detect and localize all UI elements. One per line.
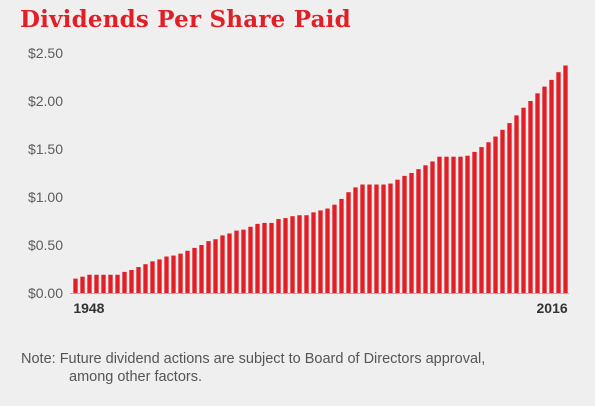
bar-1949 [80,276,85,293]
bar-1962 [171,255,176,293]
footnote-prefix: Note: [21,351,56,367]
bar-2007 [486,142,491,293]
footnote-line1: Future dividend actions are subject to B… [59,351,486,367]
y-tick-label: $1.00 [28,189,63,205]
bar-1961 [164,256,169,293]
bar-2011 [514,115,519,294]
bar-2008 [493,136,498,293]
bar-1987 [346,192,351,293]
bar-1969 [220,235,225,293]
bar-2003 [458,156,463,293]
bar-1991 [374,184,379,293]
bar-1971 [234,230,239,293]
bar-1981 [304,215,309,293]
bar-1983 [318,210,323,293]
y-tick-label: $2.50 [28,45,63,61]
y-tick-label: $2.00 [28,93,63,109]
bar-1948 [73,278,78,293]
bar-2009 [500,129,505,293]
bar-1950 [87,274,92,293]
bar-1979 [290,216,295,293]
bar-1975 [262,222,267,293]
bar-1978 [283,218,288,293]
bar-1955 [122,271,127,293]
footnote-line2: among other factors. [69,369,202,385]
bar-1986 [339,198,344,293]
bar-1974 [255,223,260,293]
footnote: Note: Future dividend actions are subjec… [21,350,581,386]
bar-1982 [311,212,316,293]
bar-2005 [472,151,477,293]
bar-1998 [423,165,428,293]
bar-2012 [521,107,526,293]
bar-1977 [276,219,281,293]
bar-1984 [325,208,330,293]
bar-1976 [269,222,274,293]
bars [73,65,568,294]
bar-1990 [367,184,372,293]
chart-title: Dividends Per Share Paid [20,6,351,33]
bar-1958 [143,264,148,293]
x-tick-label-end: 2016 [537,300,568,316]
bar-1994 [395,179,400,293]
bar-1993 [388,183,393,293]
bar-1988 [353,187,358,293]
bar-1970 [227,233,232,293]
bar-2000 [437,156,442,293]
bar-2015 [542,86,547,293]
bar-1963 [178,253,183,293]
bar-2001 [444,156,449,293]
y-axis: $0.00 $0.50 $1.00 $1.50 $2.00 $2.50 [28,45,569,301]
bar-1951 [94,274,99,293]
bar-1953 [108,274,113,293]
bar-1968 [213,239,218,293]
bar-1997 [416,169,421,293]
bar-1999 [430,161,435,293]
bar-1973 [248,226,253,293]
bar-1995 [402,175,407,293]
bar-1956 [129,269,134,293]
bar-1989 [360,184,365,293]
bar-2016 [549,79,554,293]
y-tick-label: $0.00 [28,285,63,301]
bar-1959 [150,261,155,293]
bar-2004 [465,155,470,293]
bar-2006 [479,147,484,293]
bar-1960 [157,259,162,293]
bar-1952 [101,274,106,293]
bar-1965 [192,247,197,293]
bar-1964 [185,250,190,293]
bar-1966 [199,245,204,293]
dividends-bar-chart: $0.00 $0.50 $1.00 $1.50 $2.00 $2.50 1948 2016 [28,45,569,316]
bar-1972 [241,229,246,293]
bar-1996 [409,173,414,293]
bar-1980 [297,215,302,293]
bar-1985 [332,204,337,293]
bar-1954 [115,274,120,293]
bar-1957 [136,267,141,293]
x-axis: 1948 2016 [73,300,568,316]
bar-2013 [528,101,533,293]
bar-2018 [563,65,568,293]
bar-2014 [535,93,540,293]
bar-2017 [556,72,561,293]
bar-1967 [206,241,211,293]
x-tick-label-start: 1948 [73,300,104,316]
y-tick-label: $0.50 [28,237,63,253]
bar-1992 [381,184,386,293]
bar-2002 [451,156,456,293]
bar-2010 [507,123,512,293]
y-tick-label: $1.50 [28,141,63,157]
